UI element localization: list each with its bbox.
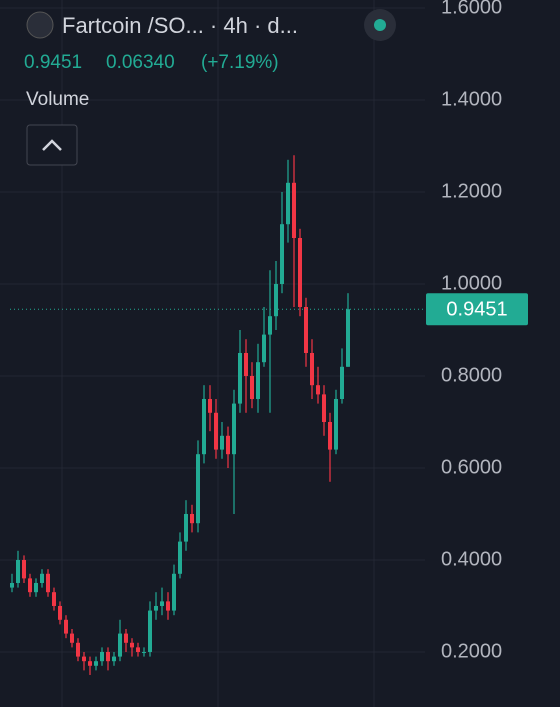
candle-body — [160, 601, 164, 606]
candle-body — [154, 605, 158, 611]
candle-body — [94, 661, 98, 666]
candle-body — [34, 582, 38, 593]
candle-body — [274, 283, 278, 317]
candle-body — [244, 352, 248, 376]
chevron-icon — [42, 139, 62, 151]
candle-body — [118, 633, 122, 657]
candle-body — [172, 573, 176, 611]
candle-body — [220, 435, 224, 450]
candle-body — [334, 398, 338, 450]
symbol-icon — [26, 11, 54, 39]
candles — [10, 155, 350, 675]
price: 0.9451 — [24, 52, 82, 73]
candle-body — [238, 352, 242, 404]
candle-body — [88, 661, 92, 666]
candle-body — [16, 559, 20, 583]
candle-body — [340, 366, 344, 399]
overlay: Fartcoin /SO... · 4h · d... 0.9451 0.063… — [10, 9, 528, 326]
change: 0.06340 — [106, 52, 175, 73]
y-tick-label: 1.4000 — [441, 88, 502, 110]
candle-body — [46, 573, 50, 593]
grid: 0.2000 0.4000 0.6000 0.8000 1.0000 1.2000 1.40… — [0, 0, 502, 662]
change-pct: (+7.19%) — [201, 52, 279, 73]
candle-body — [256, 362, 260, 399]
candle-body — [166, 601, 170, 611]
y-tick-label: 1.0000 — [441, 272, 502, 294]
candle-body — [214, 412, 218, 450]
candle-body — [280, 224, 284, 284]
indicator-label: Volume — [26, 89, 89, 110]
candle-body — [178, 541, 182, 574]
y-tick-label: 0.4000 — [441, 548, 502, 570]
last-price-label: 0.9451 — [446, 299, 507, 321]
candle-body — [82, 656, 86, 662]
candle-body — [208, 398, 212, 413]
candle-body — [136, 647, 140, 652]
y-tick-label: 1.2000 — [441, 180, 502, 202]
candle-body — [64, 619, 68, 634]
y-tick-label: 0.6000 — [441, 456, 502, 478]
candle-body — [226, 435, 230, 455]
symbol-title[interactable]: Fartcoin /SO... · 4h · d... — [62, 13, 298, 38]
candle-body — [58, 605, 62, 620]
candle-body — [346, 309, 350, 367]
y-tick-label: 1.6000 — [441, 0, 502, 18]
candle-body — [268, 316, 272, 335]
candle-body — [292, 182, 296, 238]
candle-body — [286, 182, 290, 225]
candle-body — [328, 421, 332, 450]
candle-body — [22, 559, 26, 579]
candle-body — [124, 633, 128, 643]
candle-body — [148, 610, 152, 652]
collapse-button[interactable] — [26, 124, 78, 166]
y-tick-label: 0.2000 — [441, 640, 502, 662]
candle-body — [76, 642, 80, 657]
candle-body — [310, 352, 314, 386]
candle-body — [10, 582, 14, 588]
status-dot — [374, 19, 386, 31]
candle-body — [316, 385, 320, 395]
last-price-box — [426, 293, 528, 326]
candle-body — [232, 403, 236, 455]
candle-body — [202, 398, 206, 455]
candle-body — [130, 642, 134, 648]
candle-body — [184, 513, 188, 542]
candle-body — [142, 651, 146, 653]
candle-body — [40, 573, 44, 583]
candle-body — [190, 513, 194, 524]
y-tick-label: 0.8000 — [441, 364, 502, 386]
candle-body — [322, 394, 326, 422]
candle-body — [112, 656, 116, 662]
candle-body — [298, 237, 302, 307]
candle-body — [28, 578, 32, 593]
candle-body — [52, 592, 56, 606]
candle-body — [100, 651, 104, 662]
candle-body — [70, 633, 74, 643]
candle-body — [250, 375, 254, 399]
candle-body — [106, 651, 110, 662]
candle-body — [196, 454, 200, 524]
candle-body — [304, 306, 308, 353]
candle-body — [262, 334, 266, 363]
